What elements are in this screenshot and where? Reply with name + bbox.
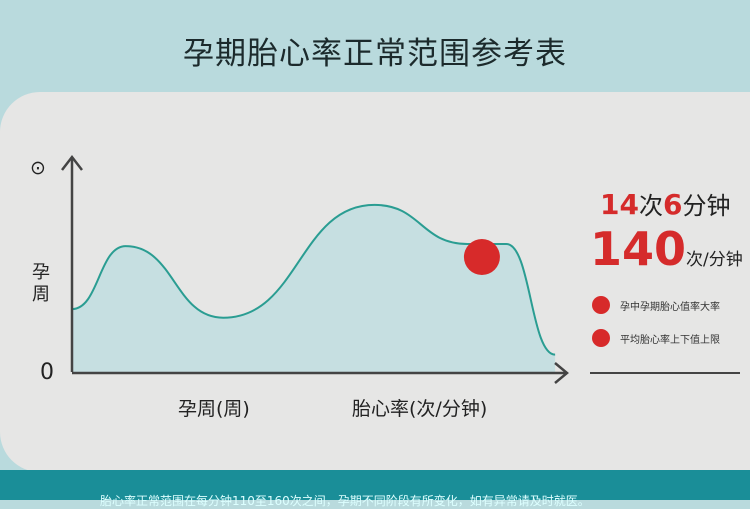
page-title: 孕期胎心率正常范围参考表	[183, 36, 567, 72]
rate-value: 140次/分钟	[590, 222, 743, 276]
y-top-symbol: ⊙	[30, 157, 46, 179]
legend-dot	[592, 329, 610, 347]
rate-heading: 14次6分钟	[600, 188, 731, 221]
legend-item: 平均胎心率上下值上限	[592, 329, 720, 347]
x-axis-label: 孕周(周)	[178, 398, 250, 420]
y-origin-label: 0	[40, 360, 54, 385]
highlight-point	[463, 238, 500, 275]
area-fill	[72, 204, 556, 372]
legend-dot	[592, 296, 610, 314]
series-line	[71, 203, 556, 356]
y-axis-arrow	[61, 154, 83, 171]
x-axis-arrow	[554, 362, 569, 384]
legend-item: 孕中孕期胎心值率大率	[592, 296, 720, 314]
x-axis-label-2: 胎心率(次/分钟)	[352, 398, 488, 420]
y-axis-label: 孕周	[32, 262, 50, 305]
